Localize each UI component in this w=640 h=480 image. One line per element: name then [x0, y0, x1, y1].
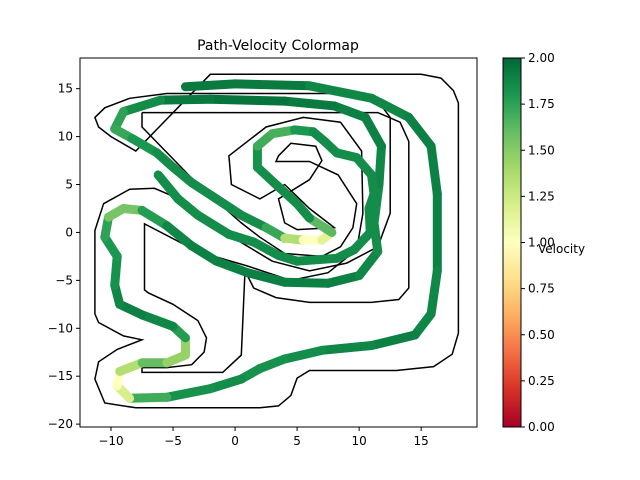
velocity-path: [100, 79, 442, 403]
colorbar-ticks: 0.00 0.25 0.50 0.75 1.00 1.25 1.50 1.75 2.00: [521, 51, 555, 434]
path-segment: [156, 94, 215, 105]
path-segment: [369, 218, 383, 257]
y-tick-label: 0: [65, 225, 73, 239]
path-segment: [374, 141, 386, 190]
x-tick-label: 5: [293, 434, 301, 448]
x-tick-label: 15: [414, 434, 429, 448]
y-tick-label: 15: [58, 82, 73, 96]
y-tick-label: 5: [65, 178, 73, 192]
path-segment: [162, 221, 197, 251]
colorbar-gradient: [503, 58, 521, 427]
colorbar-tick-label: 0.50: [528, 328, 555, 342]
path-segment: [230, 79, 315, 91]
path-segment: [404, 112, 436, 151]
path-segment: [187, 178, 221, 204]
path-segment: [367, 93, 414, 122]
x-tick-label: 0: [231, 434, 239, 448]
colorbar-tick-label: 0.00: [528, 420, 555, 434]
path-segment: [236, 210, 271, 233]
path-segment: [249, 237, 283, 260]
colorbar-tick-label: 1.25: [528, 189, 555, 203]
plot-frame: [79, 57, 478, 428]
path-segment: [426, 141, 442, 199]
path-segment: [426, 266, 442, 319]
path-segment: [369, 180, 384, 228]
y-tick-label: −20: [48, 417, 73, 431]
path-segment: [153, 170, 183, 204]
track-outer-boundary: [94, 73, 460, 409]
colorbar-label: Velocity: [538, 242, 585, 256]
path-segment: [137, 205, 172, 231]
x-axis: −10 −5 0 5 10 15: [98, 427, 429, 448]
path-segment: [205, 94, 290, 106]
path-segment: [211, 194, 246, 220]
path-segment: [360, 112, 386, 151]
colorbar-tick-label: 1.50: [528, 143, 555, 157]
path-segment: [193, 210, 234, 239]
path-segment: [271, 180, 302, 209]
y-tick-label: −15: [48, 369, 73, 383]
plot-area: [94, 73, 460, 409]
path-segment: [367, 330, 420, 351]
path-segment: [205, 374, 246, 394]
path-segment: [110, 251, 122, 290]
chart-title: Path-Velocity Colormap: [197, 38, 359, 54]
path-segment: [317, 341, 377, 355]
colorbar-tick-label: 1.00: [528, 236, 555, 250]
x-tick-label: −10: [98, 434, 123, 448]
path-segment: [354, 247, 383, 281]
y-tick-label: −5: [55, 273, 73, 287]
path-segment: [280, 96, 339, 111]
colorbar-tick-label: 1.75: [528, 97, 555, 111]
colorbar: 0.00 0.25 0.50 0.75 1.00 1.25 1.50 1.75 2.00 Vel…: [502, 51, 585, 434]
path-segment: [329, 101, 370, 122]
path-segment: [242, 268, 290, 287]
path-segment: [323, 271, 364, 288]
colorbar-tick-label: 0.75: [528, 282, 555, 296]
path-segment: [305, 81, 377, 103]
path-segment: [180, 79, 240, 92]
x-tick-label: −5: [164, 434, 182, 448]
y-axis: −20 −15 −10 −5 0 5 10 15: [48, 82, 80, 431]
path-segment: [118, 95, 166, 117]
path-segment: [292, 253, 342, 266]
path-segment: [280, 277, 333, 288]
colorbar-tick-label: 2.00: [528, 51, 555, 65]
path-segment: [280, 345, 327, 364]
colorbar-tick-label: 0.25: [528, 374, 555, 388]
y-tick-label: −10: [48, 321, 73, 335]
path-segment: [211, 256, 252, 278]
path-segment: [127, 134, 162, 158]
path-segment: [125, 392, 172, 403]
y-tick-label: 10: [58, 130, 73, 144]
path-segment: [137, 310, 178, 331]
path-segment: [187, 241, 221, 266]
x-tick-label: 10: [352, 434, 367, 448]
path-segment: [162, 384, 215, 402]
